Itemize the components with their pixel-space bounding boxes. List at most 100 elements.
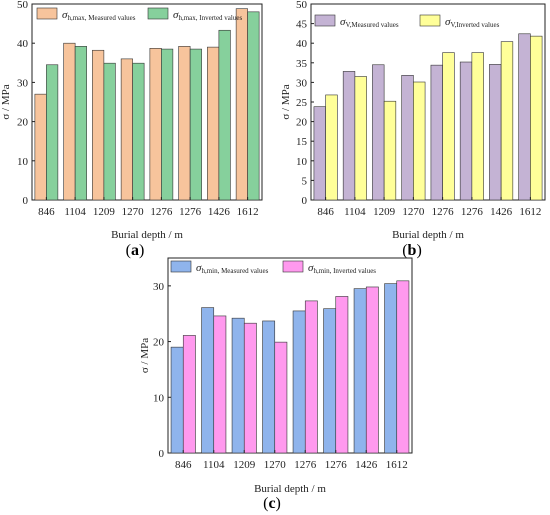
bar [459, 61, 473, 201]
x-tick-label: 1276 [461, 206, 484, 218]
bar [372, 64, 385, 201]
y-tick-label: 0 [23, 195, 29, 207]
legend-swatch [282, 260, 304, 273]
bar [262, 320, 276, 454]
y-tick-label: 10 [153, 392, 165, 404]
bar [243, 322, 257, 454]
x-tick-label: 1426 [355, 459, 378, 471]
bar [103, 62, 116, 201]
y-tick-label: 10 [17, 156, 29, 168]
bar [304, 300, 318, 454]
bar [170, 346, 184, 454]
bar [335, 296, 349, 454]
x-tick-label: 1276 [432, 206, 455, 218]
y-axis-label: σ / MPa [280, 84, 292, 119]
x-tick-label: 1270 [122, 206, 145, 218]
y-tick-label: 15 [296, 136, 308, 148]
y-tick-label: 20 [17, 117, 29, 129]
bar [120, 58, 133, 201]
x-axis-label: Burial depth / m [111, 229, 183, 241]
legend-swatch [147, 7, 169, 20]
x-tick-label: 1270 [264, 459, 287, 471]
y-tick-label: 0 [302, 195, 308, 207]
bar [383, 100, 397, 201]
x-tick-label: 846 [38, 206, 55, 218]
x-tick-label: 1270 [402, 206, 425, 218]
bar [274, 341, 288, 454]
x-tick-label: 1104 [203, 459, 225, 471]
bar [396, 280, 410, 454]
x-tick-label: 1426 [490, 206, 513, 218]
bar [430, 64, 443, 201]
bar [63, 42, 76, 201]
legend-swatch [419, 14, 441, 27]
y-tick-label: 40 [17, 38, 29, 50]
bar [518, 33, 531, 201]
x-tick-label: 846 [317, 206, 334, 218]
x-tick-label: 1209 [93, 206, 116, 218]
bar [235, 8, 248, 201]
bar [325, 94, 338, 201]
bar [413, 81, 426, 201]
x-tick-label: 1209 [233, 459, 256, 471]
x-tick-label: 1426 [208, 206, 231, 218]
bar [231, 317, 245, 454]
bar [182, 335, 196, 454]
x-tick-label: 846 [175, 459, 192, 471]
legend-entry-label: σh,max, Inverted values [173, 9, 242, 22]
bar [74, 46, 87, 201]
bar [46, 64, 59, 201]
bar [384, 283, 398, 454]
y-tick-label: 20 [153, 337, 165, 349]
bar [207, 46, 220, 201]
bar [442, 52, 455, 201]
x-tick-label: 1612 [519, 206, 541, 218]
bar [189, 48, 202, 201]
bar [201, 307, 215, 454]
y-axis-label: σ / MPa [139, 338, 151, 373]
y-tick-label: 40 [296, 38, 308, 50]
panel-caption: (c) [263, 495, 281, 512]
legend-entry-label: σV,Measured values [340, 16, 399, 29]
x-tick-label: 1209 [373, 206, 396, 218]
bar [342, 71, 356, 201]
bar [132, 62, 145, 201]
x-tick-label: 1276 [325, 459, 348, 471]
x-tick-label: 1276 [150, 206, 173, 218]
bar [149, 47, 162, 201]
legend-swatch [314, 14, 336, 27]
bar [530, 35, 543, 201]
bar [353, 288, 367, 454]
y-tick-label: 30 [296, 77, 308, 89]
bar [365, 286, 379, 454]
x-axis-label: Burial depth / m [254, 483, 326, 495]
bar [92, 49, 105, 201]
y-tick-label: 10 [296, 156, 308, 168]
bar [161, 48, 174, 201]
bar [489, 64, 502, 201]
chart-panel-c: 0 10 20 30 846 1104 1209 1270 1276 1276 1426 1612 Bu… [139, 257, 413, 512]
y-tick-label: 35 [296, 58, 308, 70]
legend-entry-label: σh,min, Measured values [196, 262, 269, 275]
y-tick-label: 50 [296, 0, 308, 11]
legend-entry-label: σh,max, Measured values [62, 9, 136, 22]
legend-entry-label: σh,min, Inverted values [308, 262, 376, 275]
y-tick-label: 45 [296, 19, 308, 31]
bar [292, 310, 306, 454]
bar [323, 308, 337, 454]
y-axis-label: σ / MPa [0, 84, 12, 119]
y-tick-label: 50 [17, 0, 29, 11]
bar [313, 106, 326, 201]
bar [401, 75, 414, 201]
bar [500, 41, 514, 201]
bar [213, 315, 227, 454]
legend-swatch [36, 7, 58, 20]
legend-entry-label: σV,Inverted values [445, 16, 500, 29]
legend-swatch [170, 260, 192, 273]
panel-caption: (a) [126, 242, 145, 259]
y-tick-label: 20 [296, 117, 308, 129]
bar [471, 52, 484, 201]
chart-panel-a: 0 10 20 30 40 50 846 1104 1209 1270 1276 1276 1426 16… [0, 0, 263, 259]
y-tick-label: 5 [302, 175, 308, 187]
